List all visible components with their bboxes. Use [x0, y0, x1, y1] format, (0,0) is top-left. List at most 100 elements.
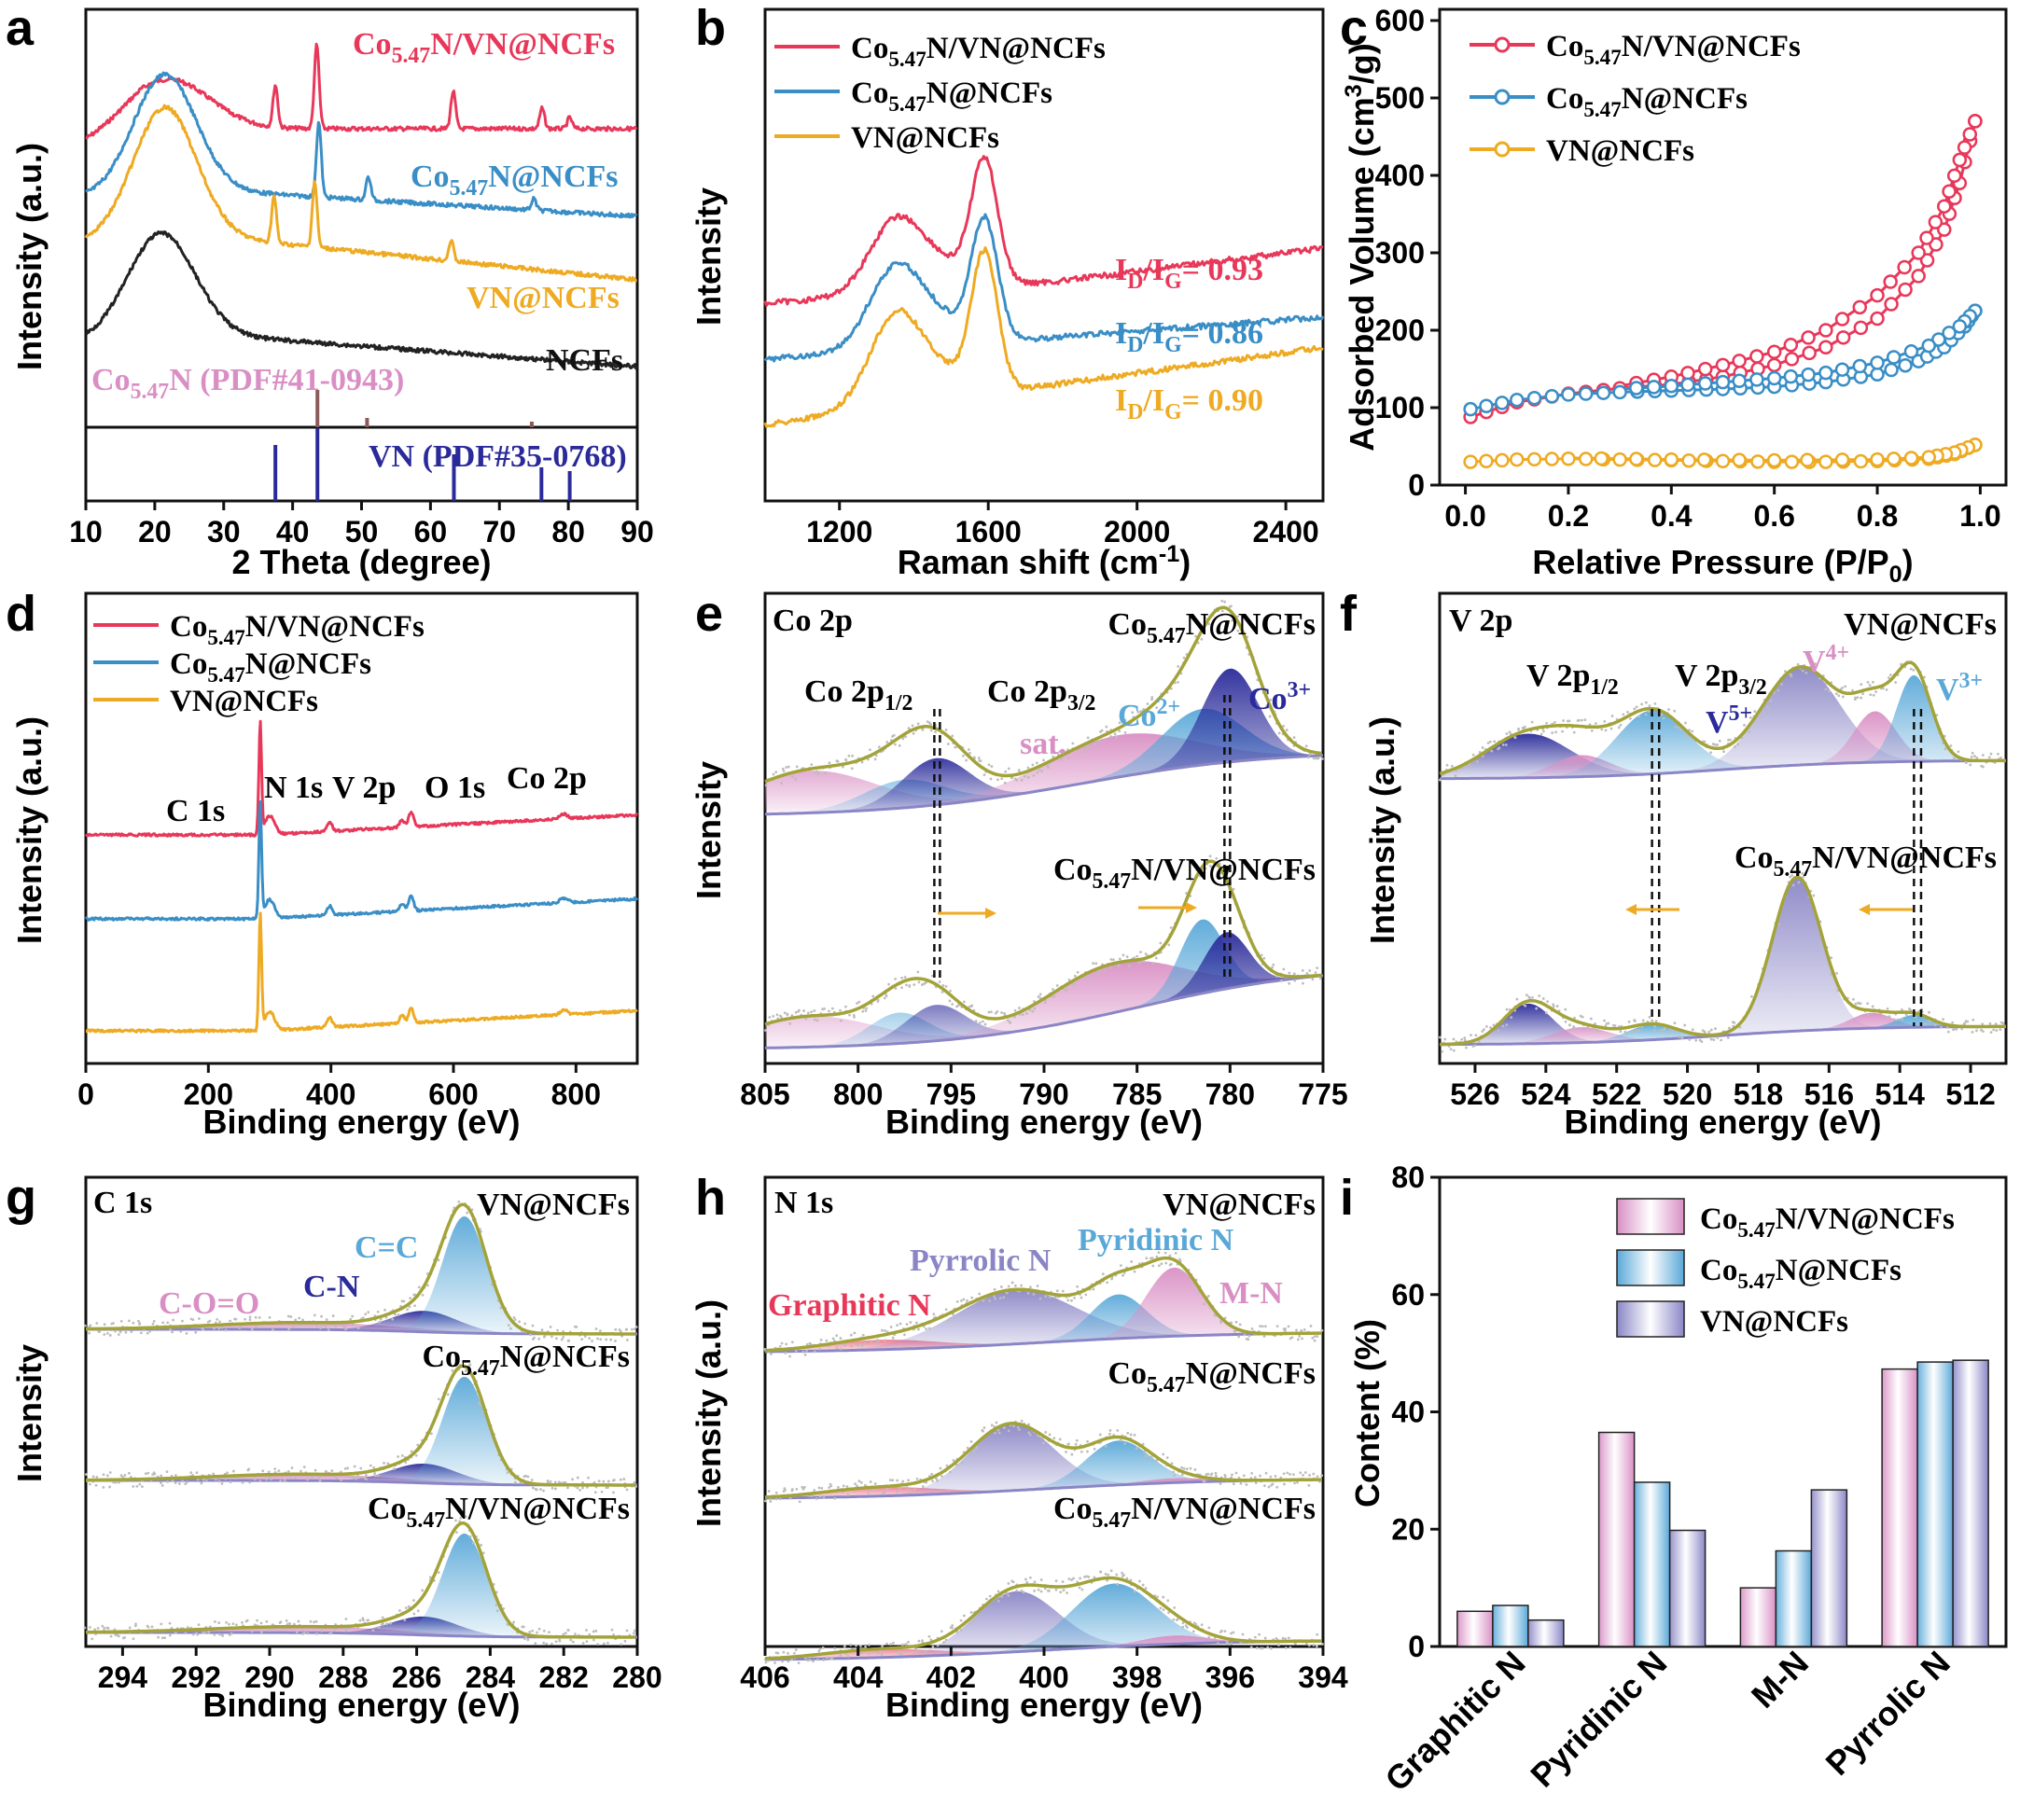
raw-data-point [585, 1629, 588, 1632]
raw-data-point [876, 1651, 880, 1655]
raw-data-point [1659, 714, 1663, 717]
raw-data-point [916, 1650, 920, 1654]
isotherm-point [1870, 355, 1885, 370]
raw-data-point [1254, 1635, 1257, 1639]
raw-data-point [1736, 743, 1740, 746]
raw-data-point [84, 1324, 87, 1327]
raw-data-point [1180, 1466, 1183, 1469]
raw-data-point [102, 1473, 105, 1477]
raw-data-point [369, 1464, 372, 1467]
raw-data-point [268, 1476, 272, 1480]
raw-data-point [1648, 704, 1651, 707]
raw-data-point [558, 1638, 562, 1642]
raw-data-point [1028, 1285, 1032, 1289]
raw-data-point [1275, 1325, 1279, 1328]
raw-data-point [1680, 1036, 1684, 1040]
x-tick-label: 0.0 [1444, 499, 1485, 533]
raw-data-point [313, 1468, 317, 1472]
raw-data-point [1661, 1028, 1664, 1032]
raw-data-point [1973, 755, 1976, 757]
raw-data-point [1050, 751, 1053, 755]
raw-data-point [319, 1327, 322, 1330]
raw-data-point [191, 1318, 195, 1322]
x-tick-label: 0.2 [1548, 499, 1589, 533]
raw-data-point [836, 1486, 840, 1489]
raw-data-point [1104, 1445, 1108, 1448]
isotherm-point [1732, 354, 1747, 368]
raw-data-point [1141, 1583, 1145, 1587]
raw-data-point [1541, 997, 1545, 1000]
raw-data-point [1481, 746, 1484, 749]
raw-data-point [916, 970, 920, 974]
raw-data-point [273, 1467, 277, 1471]
raw-data-point [146, 1625, 150, 1629]
raw-data-point [1316, 756, 1320, 759]
raw-data-point [936, 1644, 940, 1647]
raw-data-point [1975, 756, 1979, 759]
raw-data-point [533, 1336, 536, 1340]
raw-data-point [1564, 1020, 1567, 1023]
raw-data-point [1644, 701, 1648, 704]
raw-data-point [562, 1632, 565, 1636]
raw-data-point [1759, 715, 1762, 718]
x-tick-label: 526 [1450, 1077, 1499, 1111]
raw-data-point [790, 1658, 793, 1661]
x-tick-label: 1600 [955, 515, 1022, 549]
raw-data-point [189, 1471, 193, 1474]
raw-data-point [96, 1627, 100, 1630]
raw-data-point [379, 1317, 383, 1321]
raw-data-point [1039, 1590, 1043, 1593]
legend-marker [1494, 36, 1511, 53]
raw-data-point [166, 1480, 169, 1483]
raw-data-point [844, 1652, 848, 1656]
raw-data-point [301, 1318, 304, 1322]
raw-data-point [397, 1455, 400, 1458]
raw-data-point [1904, 1013, 1908, 1017]
raw-data-point [988, 1594, 992, 1598]
raw-data-point [185, 1331, 188, 1335]
raw-data-point [437, 1571, 440, 1575]
raw-data-point [1109, 735, 1112, 738]
component-peak [765, 919, 1321, 1049]
raw-data-point [863, 1341, 867, 1345]
isotherm-point [1766, 452, 1782, 468]
raw-data-point [872, 1488, 876, 1492]
raw-data-point [1312, 1644, 1316, 1646]
raw-data-point [1712, 1038, 1716, 1041]
raw-data-point [542, 1629, 546, 1632]
x-tick-label: 80 [551, 515, 585, 549]
fit-envelope-line [1439, 660, 2006, 775]
isotherm-point [1561, 387, 1576, 402]
isotherm-point [1818, 323, 1833, 338]
raw-data-point [1123, 718, 1127, 722]
raw-data-point [1109, 966, 1113, 969]
raw-data-point [1232, 887, 1235, 891]
raw-data-point [1872, 680, 1874, 684]
raw-data-point [633, 1480, 636, 1484]
raw-data-point [880, 1652, 884, 1656]
raw-data-point [464, 1369, 467, 1373]
raw-data-point [1648, 1015, 1651, 1019]
raw-data-point [895, 1650, 899, 1654]
raw-data-point [344, 1629, 348, 1632]
raw-data-point [1545, 721, 1548, 725]
raw-data-point [1726, 1036, 1730, 1039]
fit-envelope-line [1439, 875, 2006, 1047]
annotation-label: Graphitic N [768, 1288, 931, 1323]
raw-data-point [1463, 1036, 1467, 1040]
fit-envelope-line [86, 1364, 635, 1487]
raw-data-point [1996, 752, 1999, 756]
raw-data-point [1073, 1296, 1076, 1299]
raw-data-point [1871, 1005, 1874, 1008]
raw-data-point [600, 1490, 604, 1494]
raw-data-point [549, 1326, 552, 1328]
id-ig-label: ID/IG= 0.86 [1115, 316, 1263, 357]
raw-data-point [622, 1478, 626, 1480]
x-axis-title: Binding energy (eV) [885, 1103, 1203, 1141]
raw-data-point [1154, 1460, 1158, 1463]
isotherm-point [1766, 344, 1782, 359]
raw-data-point [970, 1004, 974, 1007]
raw-data-point [385, 1622, 389, 1626]
raw-data-point [905, 1486, 909, 1489]
raw-data-point [1026, 775, 1030, 779]
